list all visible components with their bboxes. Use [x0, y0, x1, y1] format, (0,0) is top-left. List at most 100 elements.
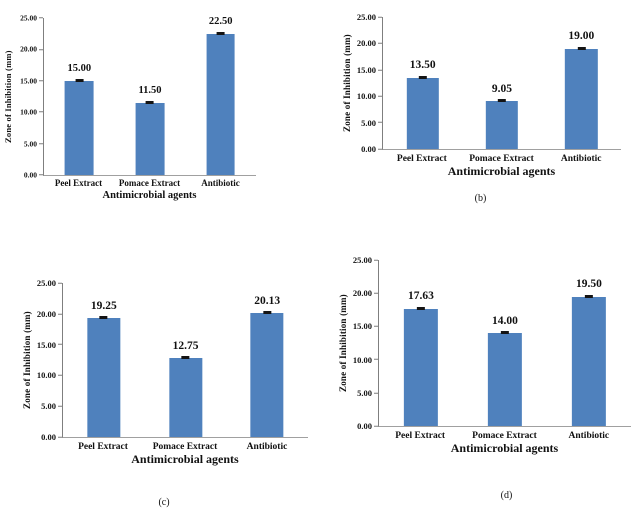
- bar-value-label: 19.00: [568, 30, 595, 43]
- bar-pomace-extract: 11.50: [135, 86, 165, 175]
- y-axis-tick-labels: 25.00 20.00 15.00 10.00 5.00 0.00: [15, 14, 43, 178]
- y-axis-tick-mark: [39, 143, 43, 145]
- y-axis-tick-label: 20.00: [20, 46, 43, 54]
- x-category-label: Antibiotic: [560, 154, 602, 164]
- bar-value-label: 15.00: [67, 63, 92, 75]
- y-axis-tick-mark: [374, 325, 378, 327]
- bar-value-label: 13.50: [409, 59, 436, 72]
- bar-value-label: 17.63: [408, 290, 434, 303]
- y-axis-title: Zone of Inhibition (mm): [338, 294, 348, 392]
- error-bar-cap: [263, 311, 272, 314]
- y-axis-tick-mark: [378, 69, 382, 71]
- y-axis-tick-label: 0.00: [361, 145, 382, 154]
- y-axis-tick-mark: [39, 17, 43, 19]
- y-axis-tick-mark: [58, 374, 62, 376]
- plot-area: 15.00 11.50 22.50: [43, 17, 256, 176]
- error-bar-cap: [145, 100, 154, 104]
- x-category-label: Peel Extract: [78, 442, 128, 452]
- y-axis-tick-mark: [39, 48, 43, 50]
- y-axis-tick-label: 15.00: [37, 340, 62, 349]
- bar-value-label: 22.50: [208, 16, 233, 28]
- panel-letter-label: (b): [474, 192, 487, 204]
- x-axis-title: Antimicrobial agents: [447, 164, 556, 179]
- panel-letter-label: (d): [500, 489, 513, 501]
- bar-peel-extract: 15.00: [64, 64, 94, 175]
- y-axis-tick-label: 20.00: [37, 310, 62, 319]
- bar-peel-extract: 17.63: [403, 291, 439, 426]
- y-axis-tick-mark: [378, 148, 382, 150]
- panel-letter-label: (c): [158, 496, 170, 508]
- x-category-label: Peel Extract: [396, 154, 447, 164]
- y-axis-tick-labels: 25.00 20.00 15.00 10.00 5.00 0.00: [350, 256, 378, 430]
- bar-value-label: 19.25: [90, 299, 117, 312]
- y-axis-tick-mark: [374, 292, 378, 294]
- y-axis-tick-labels: 25.00 20.00 15.00 10.00 5.00 0.00: [34, 279, 62, 441]
- x-axis-title: Antimicrobial agents: [102, 189, 197, 201]
- error-bar-cap: [418, 75, 427, 79]
- y-axis-tick-label: 5.00: [24, 140, 43, 148]
- y-axis-tick-label: 15.00: [353, 322, 378, 331]
- y-axis-tick-mark: [374, 425, 378, 427]
- x-axis-title: Antimicrobial agents: [131, 452, 239, 467]
- bar-peel-extract: 19.25: [87, 300, 121, 437]
- x-category-labels: Peel Extract Pomace Extract Antibiotic: [378, 431, 631, 441]
- bar-chart-panel-c: Zone of Inhibition (mm) 25.00 20.00 15.00 1…: [20, 278, 308, 509]
- x-category-label: Pomace Extract: [118, 178, 181, 188]
- error-bar-cap: [416, 306, 425, 310]
- y-axis-title: Zone of Inhibition (mm): [3, 50, 13, 143]
- y-axis-tick-mark: [378, 95, 382, 97]
- y-axis-tick-label: 25.00: [357, 13, 382, 22]
- y-axis-tick-label: 10.00: [353, 355, 378, 364]
- x-category-label: Peel Extract: [54, 178, 103, 188]
- bar-antibiotic: 19.00: [565, 31, 598, 149]
- y-axis-tick-mark: [58, 282, 62, 284]
- y-axis-tick-label: 20.00: [353, 289, 378, 298]
- plot-area: 17.63 14.00 19.50: [378, 260, 631, 427]
- x-category-label: Pomace Extract: [152, 442, 218, 452]
- x-category-labels: Peel Extract Pomace Extract Antibiotic: [382, 154, 621, 164]
- y-axis-tick-mark: [58, 405, 62, 407]
- error-bar-cap: [181, 356, 190, 360]
- bar-value-label: 9.05: [491, 82, 513, 95]
- y-axis-tick-mark: [378, 16, 382, 18]
- y-axis-tick-label: 25.00: [20, 14, 43, 22]
- y-axis-tick-label: 15.00: [357, 66, 382, 75]
- bar-chart-panel-d: Zone of Inhibition (mm) 25.00 20.00 15.00 1…: [336, 255, 631, 502]
- bar-chart-panel-b: Zone of Inhibition (mm) 25.00 20.00 15.00 1…: [340, 12, 621, 205]
- bar-antibiotic: 19.50: [571, 279, 607, 426]
- error-bar-cap: [216, 31, 225, 35]
- y-axis-tick-label: 0.00: [24, 171, 43, 179]
- y-axis-tick-label: 20.00: [357, 39, 382, 48]
- x-category-label: Antibiotic: [568, 431, 610, 441]
- y-axis-title: Zone of Inhibition (mm): [342, 34, 352, 132]
- y-axis-tick-label: 10.00: [357, 92, 382, 101]
- y-axis-tick-mark: [374, 359, 378, 361]
- y-axis-tick-label: 25.00: [353, 256, 378, 265]
- y-axis-title: Zone of Inhibition (mm): [22, 311, 32, 409]
- x-category-label: Peel Extract: [395, 431, 446, 441]
- bar-value-label: 20.13: [254, 294, 281, 307]
- bar-value-label: 14.00: [492, 314, 518, 327]
- error-bar-cap: [99, 316, 108, 320]
- plot-area: 19.25 12.75 20.13: [62, 283, 308, 438]
- y-axis-tick-label: 5.00: [361, 118, 382, 127]
- x-category-labels: Peel Extract Pomace Extract Antibiotic: [43, 178, 256, 189]
- y-axis-tick-mark: [39, 174, 43, 176]
- y-axis-tick-mark: [374, 392, 378, 394]
- error-bar-cap: [500, 331, 509, 335]
- bar-pomace-extract: 12.75: [168, 340, 203, 437]
- y-axis-tick-label: 0.00: [41, 433, 62, 442]
- y-axis-tick-label: 0.00: [357, 422, 378, 431]
- bar-value-label: 12.75: [172, 339, 199, 352]
- bar-chart-panel-a: Zone of Inhibition (mm) 25.00 20.00 15.00 1…: [1, 13, 256, 201]
- y-axis-tick-labels: 25.00 20.00 15.00 10.00 5.00 0.00: [354, 13, 382, 153]
- bar-antibiotic: 22.50: [206, 17, 236, 175]
- bar-peel-extract: 13.50: [406, 60, 439, 149]
- error-bar-cap: [584, 294, 593, 298]
- x-category-label: Pomace Extract: [472, 431, 537, 441]
- error-bar-cap: [75, 78, 84, 82]
- y-axis-tick-label: 10.00: [37, 371, 62, 380]
- x-category-label: Antibiotic: [201, 178, 240, 188]
- x-category-label: Pomace Extract: [469, 154, 534, 164]
